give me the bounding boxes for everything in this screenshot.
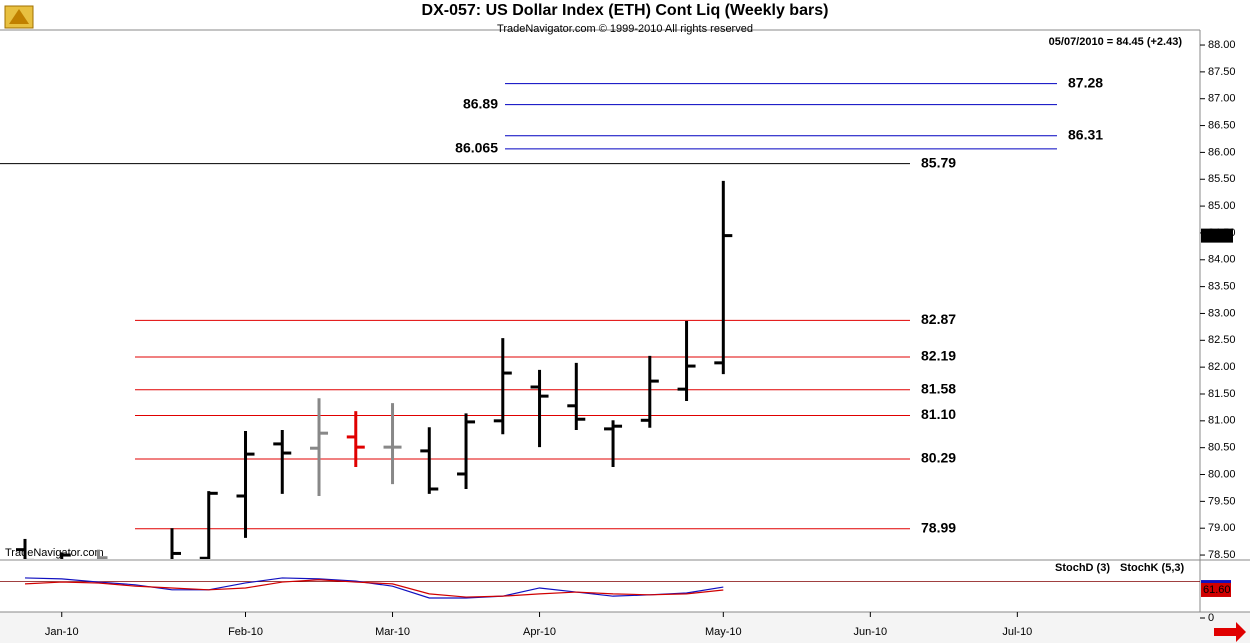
value-tag [1201,582,1231,597]
y-tick-label: 80.00 [1208,468,1236,480]
y-tick-label: 84.00 [1208,254,1236,266]
x-tick-label: Mar-10 [375,626,410,638]
level-label: 86.89 [463,95,498,111]
scroll-arrow[interactable] [1214,622,1246,642]
legend-entry: StochK (5,3) [1120,562,1185,574]
legend-entry: StochD (3) [1055,562,1110,574]
watermark: TradeNavigator.com [5,547,104,559]
y-tick-label: 81.00 [1208,415,1236,427]
level-label: 82.19 [921,348,956,364]
y-tick-label: 82.50 [1208,334,1236,346]
price-tag [1201,228,1233,243]
x-tick-label: May-10 [705,626,742,638]
x-tick-label: Jul-10 [1002,626,1032,638]
logo [4,5,34,29]
y-tick-label: 86.00 [1208,146,1236,158]
price-tag-label: 84.45 [1203,230,1231,242]
chart-title: DX-057: US Dollar Index (ETH) Cont Liq (… [422,2,829,19]
stoch-line [24,577,724,599]
x-tick-label: Jan-10 [45,626,79,638]
y-tick-label: 0 [1208,612,1214,624]
chart-subtitle: TradeNavigator.com © 1999-2010 All right… [497,23,753,35]
stochastic-panel [0,577,1200,599]
y-tick-label: 78.50 [1208,549,1236,561]
y-tick-label: 87.00 [1208,93,1236,105]
level-label: 80.29 [921,450,956,466]
y-tick-label: 87.50 [1208,66,1236,78]
y-tick-label: 85.00 [1208,200,1236,212]
price-panel [0,83,1057,559]
x-tick-label: Feb-10 [228,626,263,638]
last-quote: 05/07/2010 = 84.45 (+2.43) [1049,36,1183,48]
value-tag-label: 61.60 [1203,584,1231,596]
y-tick-label: 83.00 [1208,307,1236,319]
y-tick-label: 79.50 [1208,495,1236,507]
level-label: 78.99 [921,519,956,535]
level-label: 87.28 [1068,74,1103,90]
y-tick-label: 82.00 [1208,361,1236,373]
y-tick-label: 86.50 [1208,119,1236,131]
x-tick-label: Jun-10 [854,626,888,638]
level-label: 86.065 [455,140,498,156]
y-tick-label: 83.50 [1208,281,1236,293]
level-label: 81.58 [921,380,956,396]
level-label: 86.31 [1068,126,1103,142]
x-axis-band [0,612,1250,643]
stoch-line [24,579,724,598]
level-label: 82.87 [921,311,956,327]
y-tick-label: 80.50 [1208,442,1236,454]
level-label: 81.10 [921,406,956,422]
y-tick-label: 81.50 [1208,388,1236,400]
y-tick-label: 88.00 [1208,39,1236,51]
y-tick-label: 79.00 [1208,522,1236,534]
level-label: 85.79 [921,154,956,170]
y-tick-label: 85.50 [1208,173,1236,185]
x-tick-label: Apr-10 [523,626,556,638]
